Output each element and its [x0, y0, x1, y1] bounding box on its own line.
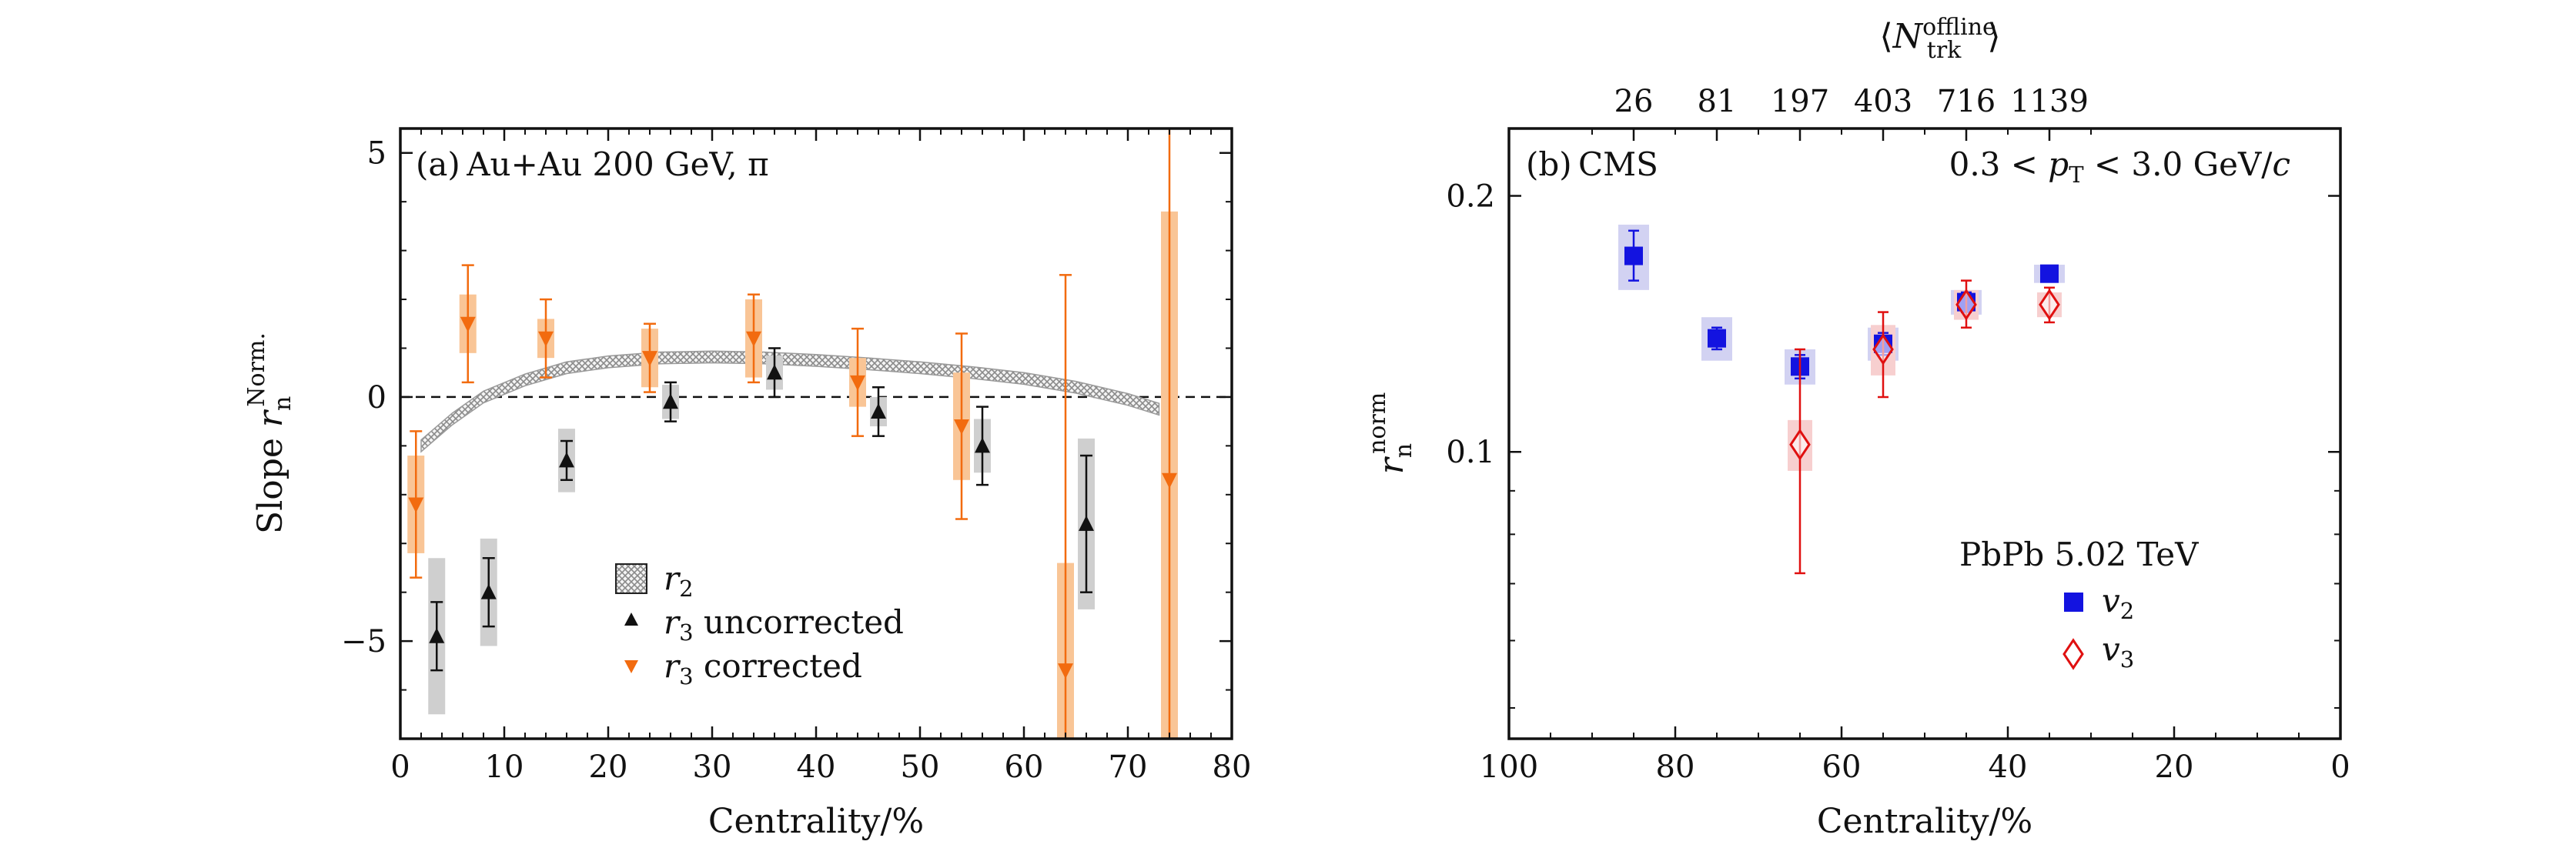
a-data-layer — [400, 127, 1232, 739]
b-top-tick-label: 197 — [1771, 84, 1829, 119]
a-panel-label: (a) Au+Au 200 GeV, π — [416, 145, 769, 183]
r3-corrected-marker — [408, 497, 424, 513]
r3-corrected-marker — [642, 351, 657, 367]
a-x-tick-label: 40 — [797, 750, 836, 785]
b-x-tick-label: 100 — [1480, 750, 1538, 785]
b-legend: v2 v3 — [2062, 582, 2134, 673]
legend-r3-corrected-label: r3 corrected — [664, 647, 862, 689]
b-top-axis-title: ⟨Noffline trk ⟩ — [1879, 14, 2000, 64]
b-top-tick-label: 403 — [1854, 84, 1912, 119]
a-x-tick-label: 60 — [1005, 750, 1044, 785]
r3-corrected-marker — [1162, 472, 1177, 489]
a-x-tick-label: 50 — [901, 750, 940, 785]
a-x-tick-label: 70 — [1109, 750, 1148, 785]
b-panel-label: (b) CMS — [1526, 145, 1658, 183]
r3-corrected-marker — [746, 331, 761, 347]
a-x-tick-label: 30 — [693, 750, 732, 785]
legend-v2-marker — [2064, 593, 2083, 612]
b-top-tick-label: 716 — [1937, 84, 1996, 119]
a-x-tick-label: 20 — [589, 750, 628, 785]
v2-marker — [1624, 246, 1643, 265]
b-x-tick-label: 0 — [2330, 750, 2350, 785]
a-x-axis-title: Centrality/% — [708, 802, 924, 841]
legend-v3-marker — [2062, 638, 2084, 670]
b-x-tick-label: 40 — [1989, 750, 2028, 785]
a-y-tick-label: 5 — [367, 136, 386, 172]
b-top-tick-label: 1139 — [2010, 84, 2089, 119]
r3-uncorrected-marker — [429, 627, 445, 643]
b-x-tick-label: 60 — [1822, 750, 1862, 785]
r3-corrected-marker — [850, 375, 865, 391]
legend-r3-uncorrected-marker — [624, 613, 638, 626]
r3-uncorrected-marker — [1079, 515, 1094, 531]
b-top-tick-label: 81 — [1698, 84, 1737, 119]
legend-r3-uncorrected-label: r3 uncorrected — [664, 603, 904, 646]
legend-r3-corrected-marker — [624, 660, 638, 673]
r3-corrected-marker — [460, 316, 476, 332]
b-system-label: PbPb 5.02 TeV — [1959, 536, 2199, 573]
legend-r2-label: r2 — [664, 559, 694, 602]
b-x-tick-label: 20 — [2155, 750, 2194, 785]
a-legend: r2 r3 uncorrected r3 corrected — [615, 559, 904, 689]
v2-marker — [1708, 329, 1726, 348]
r3-uncorrected-marker — [767, 364, 782, 380]
r3-uncorrected-marker — [663, 393, 678, 409]
a-x-tick-label: 80 — [1213, 750, 1252, 785]
legend-v3-label: v3 — [2102, 630, 2134, 673]
b-data-layer — [1618, 224, 2065, 575]
b-top-tick-label: 26 — [1614, 84, 1654, 119]
r3-uncorrected-marker — [871, 402, 886, 419]
r3-uncorrected-marker — [480, 583, 497, 599]
b-ticks: 100 80 60 40 20 0 26 81 197 403 716 1139 0.2 0.1 — [1446, 84, 2350, 785]
a-y-tick-label: 0 — [367, 380, 386, 416]
a-x-tick-label: 10 — [485, 750, 524, 785]
b-x-axis-title: Centrality/% — [1817, 802, 2032, 841]
r3-corrected-marker — [954, 419, 969, 435]
b-plot-frame — [1507, 127, 2342, 740]
r2-band — [420, 350, 1160, 453]
legend-r2-swatch — [615, 563, 647, 594]
legend-v2-label: v2 — [2102, 582, 2134, 624]
v3-marker — [1955, 289, 1977, 321]
r3-uncorrected-marker — [559, 452, 574, 468]
b-cut-label: 0.3 < pT < 3.0 GeV/c — [1949, 145, 2290, 188]
v3-error-bar — [1795, 348, 1805, 575]
b-y-tick-label: 0.2 — [1446, 179, 1495, 215]
r3-corrected-marker — [538, 331, 554, 347]
b-x-tick-label: 80 — [1656, 750, 1695, 785]
panel-b: 100 80 60 40 20 0 26 81 197 403 716 1139 0.2 0.1 (b) … — [1364, 14, 2350, 841]
r3-corrected-error-bar — [1059, 274, 1072, 739]
a-x-tick-label: 0 — [390, 750, 410, 785]
b-y-axis-title: rnnorm — [1364, 392, 1417, 475]
r3-uncorrected-marker — [975, 437, 990, 453]
r3-corrected-marker — [1058, 663, 1073, 679]
v3-marker — [1789, 429, 1811, 461]
a-y-tick-label: −5 — [341, 624, 386, 659]
v2-marker — [2040, 264, 2059, 283]
a-y-axis-title: Slope rnNorm. — [243, 332, 296, 534]
v3-marker — [1872, 333, 1894, 366]
v3-marker — [2039, 289, 2060, 321]
b-y-tick-label: 0.1 — [1446, 435, 1495, 470]
